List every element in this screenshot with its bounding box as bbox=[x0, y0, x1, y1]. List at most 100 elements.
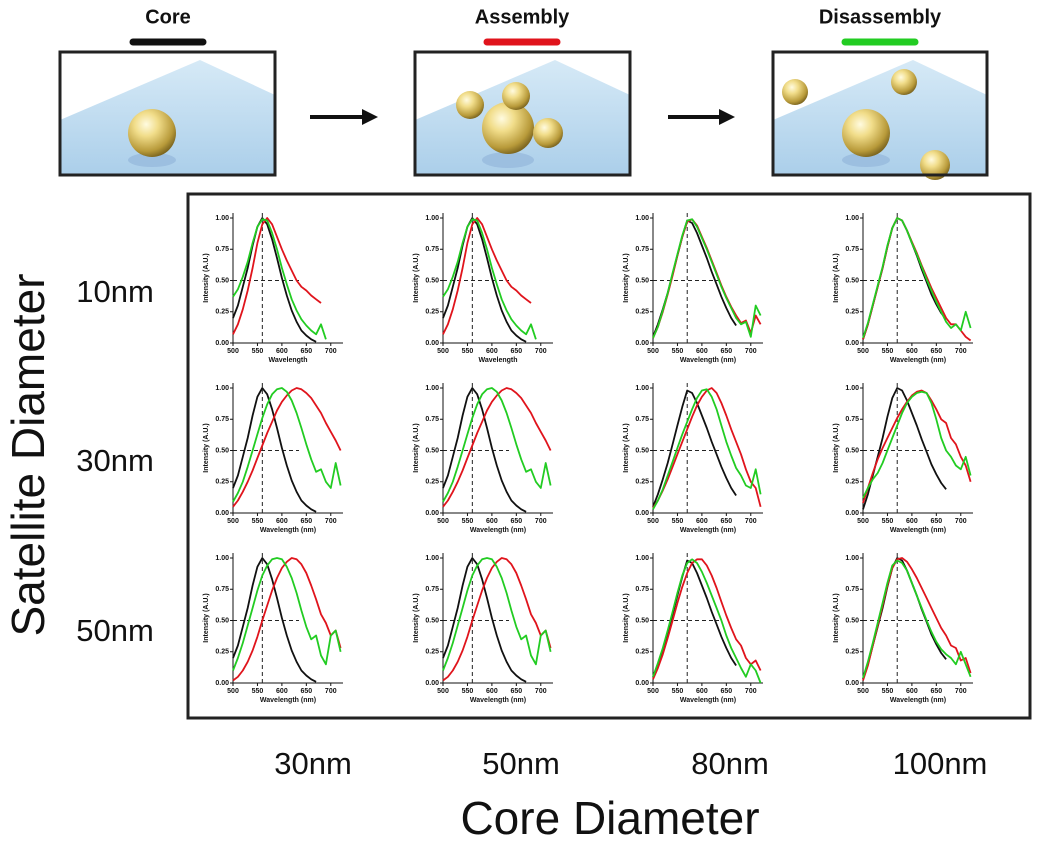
y-tick-label: 0.75 bbox=[845, 246, 859, 253]
y-tick-label: 0.50 bbox=[215, 277, 229, 284]
series-line bbox=[652, 218, 762, 339]
series-line bbox=[442, 218, 537, 340]
arrow bbox=[310, 109, 378, 125]
x-tick-label: 550 bbox=[672, 348, 684, 355]
y-tick-label: 1.00 bbox=[845, 215, 859, 222]
x-tick-label: 550 bbox=[462, 348, 474, 355]
series-line bbox=[232, 557, 342, 671]
series-line bbox=[232, 387, 342, 503]
y-tick-label: 1.00 bbox=[635, 215, 649, 222]
x-axis-label: Wavelength bbox=[478, 357, 517, 364]
x-tick-label: 650 bbox=[930, 518, 942, 525]
x-tick-label: 550 bbox=[882, 518, 894, 525]
series-line bbox=[442, 217, 532, 335]
x-tick-label: 650 bbox=[720, 688, 732, 695]
series-line bbox=[232, 218, 327, 340]
x-tick-label: 700 bbox=[325, 688, 337, 695]
series-line bbox=[862, 557, 947, 680]
x-tick-label: 600 bbox=[276, 348, 288, 355]
x-tick-label: 550 bbox=[672, 688, 684, 695]
x-axis-label: Wavelength (nm) bbox=[470, 697, 526, 704]
line-chart: 500 550 600 650 700 0.00 0.25 0.50 0.75 1.00 Wavel… bbox=[833, 213, 973, 364]
x-tick-label: 500 bbox=[437, 518, 449, 525]
x-axis-label: Wavelength (nm) bbox=[890, 527, 946, 534]
y-axis-label: Intensity (A.U.) bbox=[623, 253, 630, 302]
y-tick-label: 0.00 bbox=[635, 340, 649, 347]
y-axis-label: Intensity (A.U.) bbox=[623, 593, 630, 642]
x-axis-label: Wavelength (nm) bbox=[890, 357, 946, 364]
y-tick-label: 0.25 bbox=[425, 649, 439, 656]
y-tick-label: 0.00 bbox=[215, 680, 229, 687]
x-tick-label: 500 bbox=[227, 518, 239, 525]
x-axis-label: Wavelength (nm) bbox=[680, 697, 736, 704]
x-tick-label: 600 bbox=[906, 518, 918, 525]
y-tick-label: 0.00 bbox=[215, 340, 229, 347]
y-tick-label: 0.50 bbox=[425, 447, 439, 454]
series-line bbox=[442, 387, 527, 513]
x-tick-label: 650 bbox=[930, 348, 942, 355]
column-label: 30nm bbox=[274, 746, 352, 781]
series-line bbox=[442, 557, 527, 683]
y-tick-label: 0.00 bbox=[635, 680, 649, 687]
series-line bbox=[232, 387, 317, 513]
x-tick-label: 700 bbox=[535, 348, 547, 355]
x-tick-label: 500 bbox=[437, 348, 449, 355]
y-tick-label: 1.00 bbox=[635, 385, 649, 392]
x-tick-label: 500 bbox=[437, 688, 449, 695]
x-tick-label: 600 bbox=[906, 688, 918, 695]
legend-label: Disassembly bbox=[819, 6, 942, 28]
y-tick-label: 0.50 bbox=[635, 447, 649, 454]
y-tick-label: 0.50 bbox=[425, 277, 439, 284]
y-axis-label: Intensity (A.U.) bbox=[203, 423, 210, 472]
schematic-disassembly bbox=[771, 50, 989, 180]
x-tick-label: 500 bbox=[647, 348, 659, 355]
y-axis-label: Intensity (A.U.) bbox=[413, 253, 420, 302]
x-tick-label: 550 bbox=[882, 348, 894, 355]
y-tick-label: 0.50 bbox=[845, 447, 859, 454]
column-label: 80nm bbox=[691, 746, 769, 781]
y-tick-label: 0.00 bbox=[425, 340, 439, 347]
x-tick-label: 700 bbox=[955, 518, 967, 525]
x-tick-label: 600 bbox=[906, 348, 918, 355]
series-line bbox=[862, 559, 972, 679]
line-chart: 500 550 600 650 700 0.00 0.25 0.50 0.75 1.00 Wavel… bbox=[413, 383, 553, 534]
y-tick-label: 1.00 bbox=[425, 215, 439, 222]
line-chart: 500 550 600 650 700 0.00 0.25 0.50 0.75 1.00 Wavel… bbox=[833, 553, 973, 704]
y-tick-label: 0.50 bbox=[845, 277, 859, 284]
y-axis-label: Intensity (A.U.) bbox=[203, 593, 210, 642]
arrow bbox=[668, 109, 735, 125]
x-tick-label: 500 bbox=[857, 688, 869, 695]
x-tick-label: 550 bbox=[462, 518, 474, 525]
y-tick-label: 0.25 bbox=[215, 309, 229, 316]
x-tick-label: 600 bbox=[696, 348, 708, 355]
x-tick-label: 650 bbox=[510, 348, 522, 355]
line-chart: 500 550 600 650 700 0.00 0.25 0.50 0.75 1.00 Wavel… bbox=[623, 213, 763, 364]
x-tick-label: 500 bbox=[647, 518, 659, 525]
y-tick-label: 0.50 bbox=[635, 617, 649, 624]
x-tick-label: 650 bbox=[300, 688, 312, 695]
series-line bbox=[652, 559, 737, 678]
y-tick-label: 0.00 bbox=[425, 510, 439, 517]
series-line bbox=[442, 557, 552, 671]
legend-label: Core bbox=[145, 6, 191, 28]
y-tick-label: 0.25 bbox=[215, 649, 229, 656]
x-tick-label: 700 bbox=[745, 348, 757, 355]
line-chart: 500 550 600 650 700 0.00 0.25 0.50 0.75 1.00 Wavel… bbox=[203, 553, 343, 704]
y-tick-label: 0.75 bbox=[215, 246, 229, 253]
series-line bbox=[232, 387, 342, 508]
y-tick-label: 0.25 bbox=[845, 309, 859, 316]
y-tick-label: 0.25 bbox=[845, 479, 859, 486]
panel-frame bbox=[186, 192, 1032, 720]
x-tick-label: 550 bbox=[672, 518, 684, 525]
series-line bbox=[652, 558, 762, 680]
series-line bbox=[232, 217, 322, 335]
x-axis-label: Wavelength (nm) bbox=[470, 527, 526, 534]
y-tick-label: 0.25 bbox=[635, 479, 649, 486]
x-tick-label: 550 bbox=[252, 688, 264, 695]
x-tick-label: 700 bbox=[955, 688, 967, 695]
x-title: Core Diameter bbox=[460, 792, 759, 844]
x-tick-label: 500 bbox=[227, 348, 239, 355]
x-axis-label: Wavelength (nm) bbox=[260, 527, 316, 534]
series-line bbox=[862, 217, 947, 340]
